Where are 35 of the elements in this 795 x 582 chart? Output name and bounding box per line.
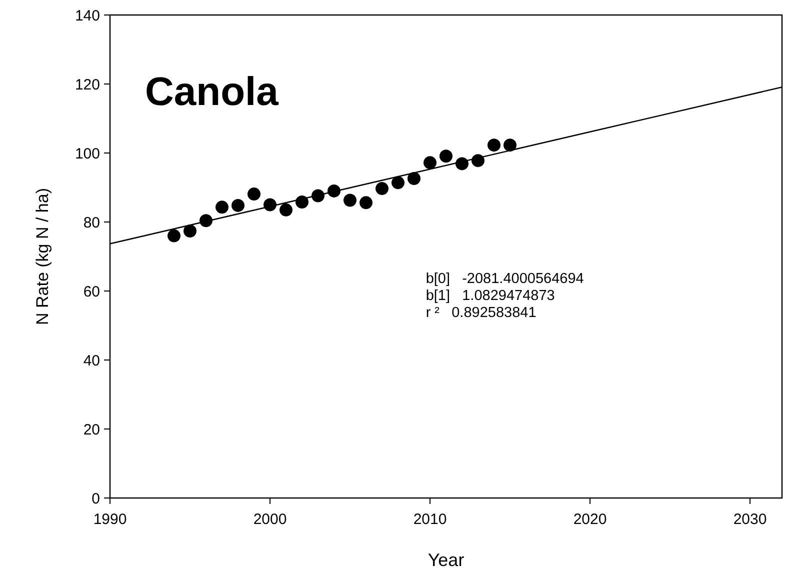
point [360, 196, 372, 210]
annotation: r ² 0.892583841 [426, 305, 536, 322]
x-axis-title: Year [428, 550, 464, 570]
y-axis-title: N Rate (kg N / ha) [33, 188, 52, 325]
y-tick-label: 60 [83, 283, 100, 300]
y-tick-label: 120 [74, 76, 100, 94]
point [392, 176, 404, 190]
y-tick-label: 0 [92, 490, 100, 508]
point [296, 195, 308, 208]
x-tick-label: 2020 [573, 511, 607, 528]
x-tick-label: 2030 [733, 511, 767, 528]
point [344, 194, 356, 207]
y-tick-label: 100 [74, 145, 100, 162]
annotation: b[1] 1.0829474873 [426, 288, 555, 304]
annotation: b[0] -2081.4000564694 [426, 271, 584, 288]
point [440, 150, 452, 163]
point [216, 200, 228, 214]
point [376, 182, 388, 196]
point [184, 224, 196, 238]
y-tick-label: 20 [83, 421, 100, 438]
point [280, 203, 292, 216]
point [504, 138, 516, 152]
point [168, 229, 180, 242]
y-tick-label: 80 [83, 214, 100, 232]
point [248, 188, 260, 201]
point [424, 156, 436, 170]
y-tick-label: 40 [83, 352, 100, 370]
text: Canola [145, 70, 280, 114]
point [408, 172, 420, 186]
x-tick-label: 1990 [93, 511, 127, 528]
y-tick-label: 140 [74, 7, 100, 24]
x-tick-label: 2000 [253, 511, 287, 528]
point [232, 198, 244, 212]
x-tick-label: 2010 [413, 511, 447, 528]
point [488, 138, 500, 152]
